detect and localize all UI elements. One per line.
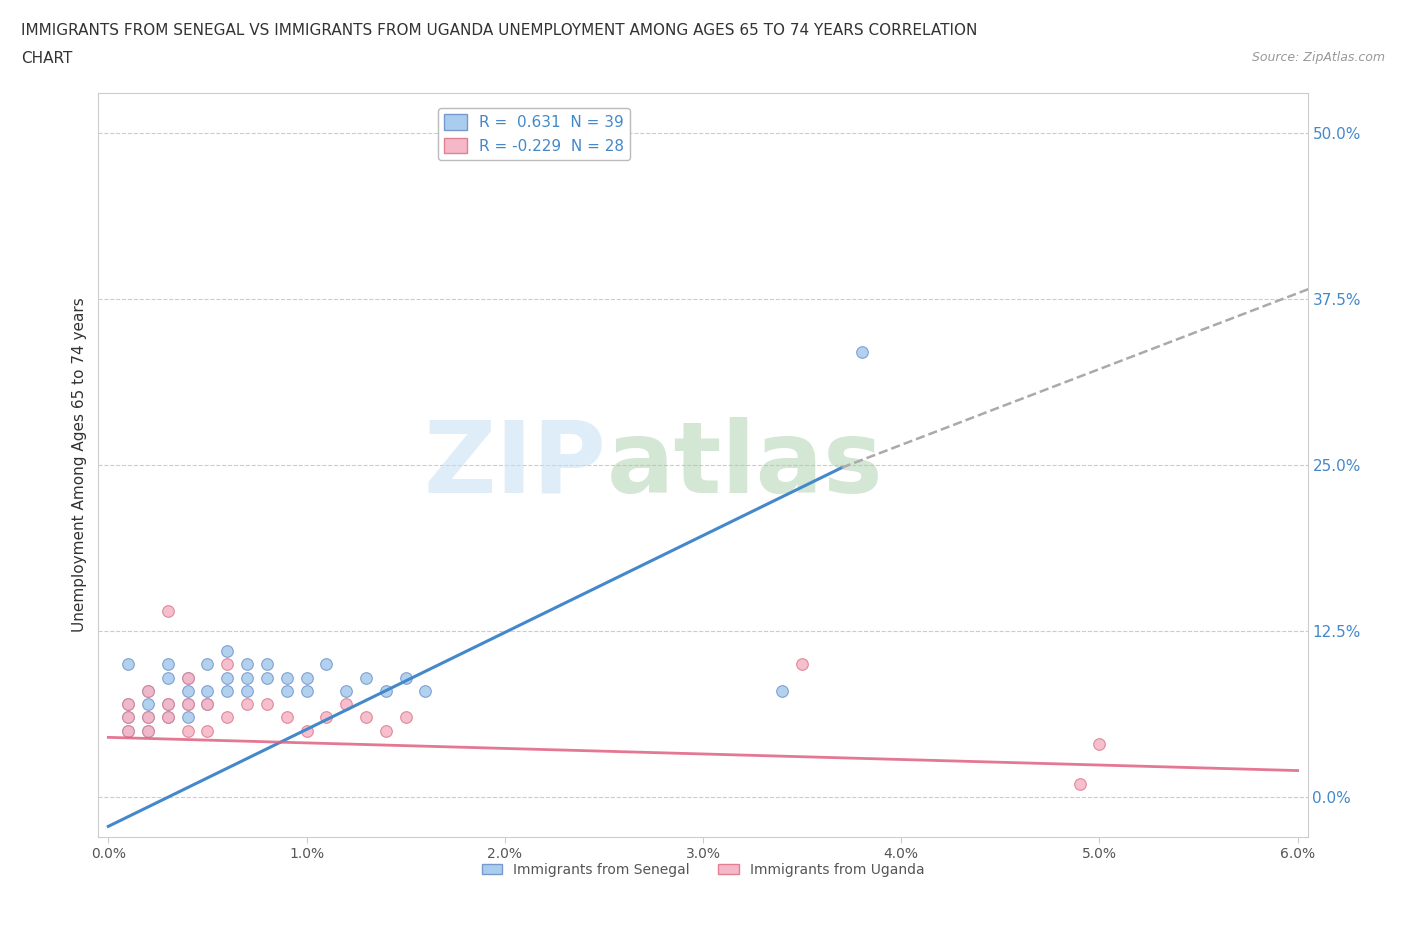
Point [295,684,318,698]
Point [217,657,239,671]
Point [176,697,198,711]
Point [217,671,239,685]
Point [217,684,239,698]
Point [136,710,159,724]
Point [117,724,139,738]
Point [236,697,259,711]
Point [790,657,813,671]
Legend: Immigrants from Senegal, Immigrants from Uganda: Immigrants from Senegal, Immigrants from… [477,857,929,883]
Point [176,724,198,738]
Point [770,684,793,698]
Point [315,710,337,724]
Point [335,697,357,711]
Point [197,697,219,711]
Point [136,710,159,724]
Point [176,697,198,711]
Point [1088,737,1111,751]
Point [276,684,298,698]
Text: CHART: CHART [21,51,73,66]
Point [395,710,418,724]
Point [117,710,139,724]
Text: IMMIGRANTS FROM SENEGAL VS IMMIGRANTS FROM UGANDA UNEMPLOYMENT AMONG AGES 65 TO : IMMIGRANTS FROM SENEGAL VS IMMIGRANTS FR… [21,23,977,38]
Point [1069,777,1091,791]
Point [176,710,198,724]
Point [156,604,179,618]
Point [335,684,357,698]
Point [156,697,179,711]
Point [354,671,377,685]
Point [374,724,396,738]
Point [851,345,873,360]
Point [136,684,159,698]
Point [117,697,139,711]
Point [197,724,219,738]
Point [256,671,278,685]
Point [236,657,259,671]
Point [136,724,159,738]
Point [117,657,139,671]
Point [236,671,259,685]
Text: ZIP: ZIP [423,417,606,513]
Point [395,671,418,685]
Text: Source: ZipAtlas.com: Source: ZipAtlas.com [1251,51,1385,64]
Point [176,684,198,698]
Point [256,697,278,711]
Point [415,684,437,698]
Point [276,710,298,724]
Point [256,657,278,671]
Point [374,684,396,698]
Point [217,710,239,724]
Point [156,710,179,724]
Point [117,710,139,724]
Point [315,657,337,671]
Point [117,697,139,711]
Point [295,724,318,738]
Point [156,657,179,671]
Point [136,724,159,738]
Y-axis label: Unemployment Among Ages 65 to 74 years: Unemployment Among Ages 65 to 74 years [72,298,87,632]
Point [136,697,159,711]
Point [197,684,219,698]
Point [197,657,219,671]
Text: atlas: atlas [606,417,883,513]
Point [197,697,219,711]
Point [236,684,259,698]
Point [136,684,159,698]
Point [176,671,198,685]
Point [156,710,179,724]
Point [156,671,179,685]
Point [217,644,239,658]
Point [156,697,179,711]
Point [295,671,318,685]
Point [354,710,377,724]
Point [117,724,139,738]
Point [276,671,298,685]
Point [176,671,198,685]
